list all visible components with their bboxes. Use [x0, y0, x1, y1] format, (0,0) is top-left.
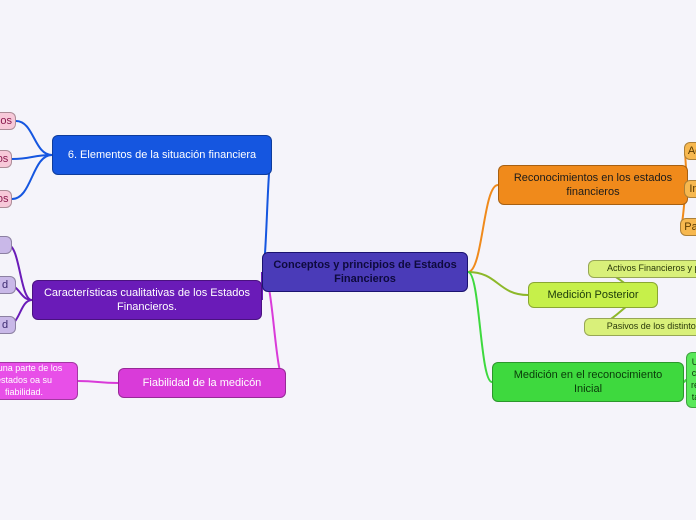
leaf-elementos-1: tivos — [0, 150, 12, 168]
center-node: Conceptos y principios de Estados Financ… — [262, 252, 468, 292]
leaf-elementos-0-label: ios — [0, 114, 12, 128]
leaf-reconocimientos-0: Acti — [684, 142, 696, 160]
leaf-reconocimientos-2: Pasi — [680, 218, 696, 236]
leaf-medicion_posterior-0-label: Activos Financieros y pas — [607, 263, 696, 275]
leaf-medicion_inicial-0: Una cost requ tal c — [686, 352, 696, 408]
leaf-caracteristicas-2: d — [0, 316, 16, 334]
leaf-elementos-2-label: sivos — [0, 192, 9, 206]
leaf-fiabilidad-0-label: es una parte de los estados oa su fiabil… — [0, 363, 67, 398]
center-label: Conceptos y principios de Estados Financ… — [273, 258, 457, 287]
leaf-caracteristicas-1: d — [0, 276, 16, 294]
branch-caracteristicas: Características cualitativas de los Esta… — [32, 280, 262, 320]
leaf-fiabilidad-0: es una parte de los estados oa su fiabil… — [0, 362, 78, 400]
branch-fiabilidad-label: Fiabilidad de la medicón — [143, 376, 262, 390]
leaf-medicion_posterior-1: Pasivos de los distintos f — [584, 318, 696, 336]
branch-reconocimientos-label: Reconocimientos en los estados financier… — [509, 171, 677, 200]
branch-medicion_posterior: Medición Posterior — [528, 282, 658, 308]
leaf-elementos-0: ios — [0, 112, 16, 130]
leaf-caracteristicas-0 — [0, 236, 12, 254]
leaf-medicion_inicial-0-label: Una cost requ tal c — [691, 357, 696, 404]
leaf-reconocimientos-1: Ing — [684, 180, 696, 198]
branch-reconocimientos: Reconocimientos en los estados financier… — [498, 165, 688, 205]
branch-fiabilidad: Fiabilidad de la medicón — [118, 368, 286, 398]
branch-elementos: 6. Elementos de la situación financiera — [52, 135, 272, 175]
leaf-elementos-2: sivos — [0, 190, 12, 208]
branch-elementos-label: 6. Elementos de la situación financiera — [68, 148, 256, 162]
leaf-caracteristicas-2-label: d — [2, 318, 8, 332]
leaf-elementos-1-label: tivos — [0, 152, 8, 166]
leaf-caracteristicas-1-label: d — [2, 278, 8, 292]
leaf-reconocimientos-2-label: Pasi — [684, 220, 696, 234]
branch-medicion_posterior-label: Medición Posterior — [547, 288, 638, 302]
branch-medicion_inicial-label: Medición en el reconocimiento Inicial — [503, 368, 673, 397]
leaf-medicion_posterior-1-label: Pasivos de los distintos f — [607, 321, 696, 333]
leaf-medicion_posterior-0: Activos Financieros y pas — [588, 260, 696, 278]
branch-medicion_inicial: Medición en el reconocimiento Inicial — [492, 362, 684, 402]
leaf-reconocimientos-0-label: Acti — [688, 144, 696, 158]
branch-caracteristicas-label: Características cualitativas de los Esta… — [43, 286, 251, 315]
leaf-reconocimientos-1-label: Ing — [689, 182, 696, 196]
